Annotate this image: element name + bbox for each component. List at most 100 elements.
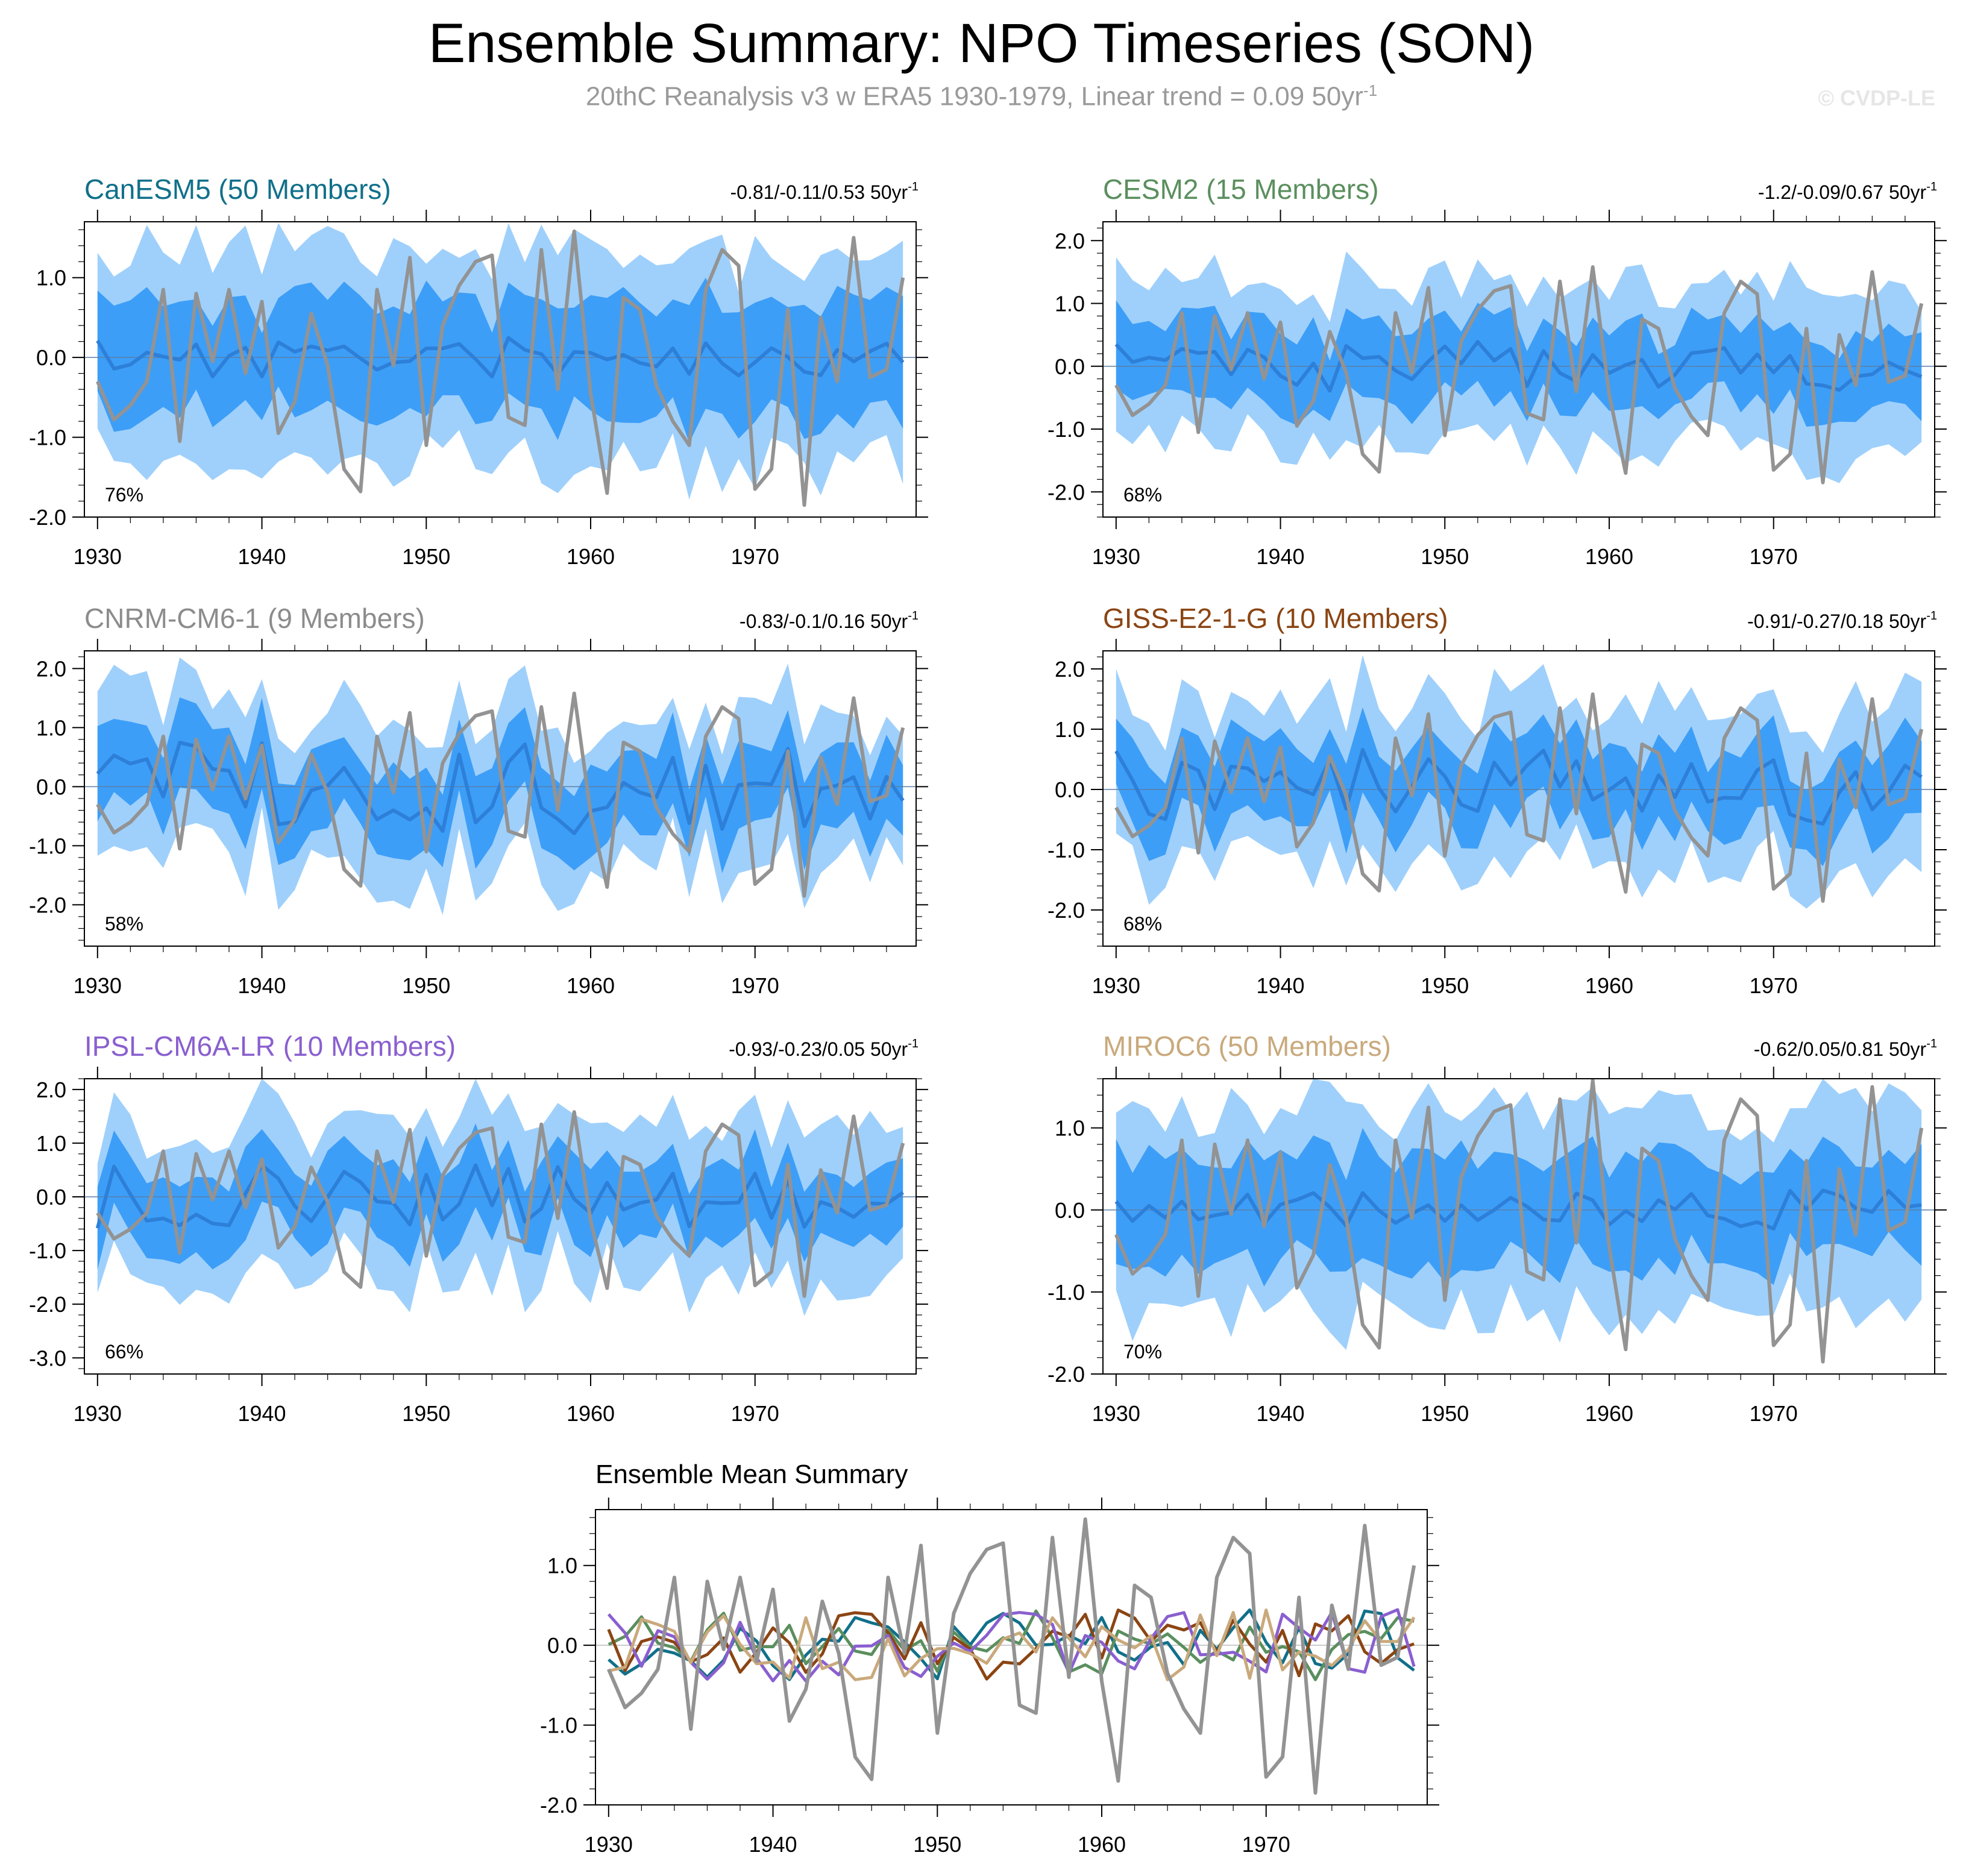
panel-title: CanESM5 (50 Members) [84,174,391,205]
percent-label: 58% [105,913,143,935]
x-tick-label: 1970 [731,544,779,569]
x-tick-label: 1930 [74,973,122,998]
x-tick-label: 1960 [567,544,615,569]
subtitle-unit-exponent: -1 [1363,81,1378,99]
page-subtitle: 20thC Reanalysis v3 w ERA5 1930-1979, Li… [0,81,1963,112]
trend-label: -0.91/-0.27/0.18 50yr-1 [1747,609,1937,632]
y-tick-label: 1.0 [36,266,66,290]
ensemble-mean-line [96,336,905,379]
trend-label: -1.2/-0.09/0.67 50yr-1 [1758,180,1937,203]
y-tick-label: -1.0 [540,1713,577,1738]
y-tick-label: -3.0 [29,1346,66,1370]
y-tick-label: -1.0 [1047,838,1085,862]
plot-frame [1102,221,1935,518]
x-tick-label: 1970 [1750,973,1798,998]
plot-frame [595,1509,1428,1805]
x-tick-label: 1930 [1092,1401,1140,1426]
x-tick-label: 1960 [1585,1401,1633,1426]
x-tick-label: 1950 [1421,544,1469,569]
trend-label-exponent: -1 [1926,180,1937,193]
x-tick-label: 1970 [731,1401,779,1426]
y-tick-label: 0.0 [547,1633,577,1658]
x-tick-label: 1950 [402,1401,450,1426]
trend-label: -0.83/-0.1/0.16 50yr-1 [740,609,919,632]
trend-label: -0.93/-0.23/0.05 50yr-1 [729,1037,919,1060]
y-tick-label: 1.0 [1055,717,1085,742]
panel-title: CNRM-CM6-1 (9 Members) [84,603,425,634]
plot-area [1103,251,1935,485]
panel-title: IPSL-CM6A-LR (10 Members) [84,1031,456,1062]
trend-label: -0.81/-0.11/0.53 50yr-1 [730,180,919,203]
y-tick-label: -2.0 [29,893,66,917]
x-tick-label: 1960 [567,973,615,998]
x-tick-label: 1970 [1242,1832,1290,1857]
y-tick-label: 0.0 [36,345,66,370]
x-tick-label: 1970 [1750,544,1798,569]
plot-frame [84,221,917,518]
panel-3: GISS-E2-1-G (10 Members) -0.91/-0.27/0.18… [1047,603,1947,998]
trend-label-value: -0.81/-0.11/0.53 50yr [730,181,908,203]
trend-label-exponent: -1 [1926,1037,1937,1050]
plot-area [84,222,916,507]
y-tick-label: 1.0 [36,715,66,740]
x-tick-label: 1950 [913,1832,961,1857]
x-tick-label: 1930 [1092,544,1140,569]
plot-area [84,657,916,915]
trend-label-value: -1.2/-0.09/0.67 50yr [1758,181,1927,203]
panel-4: IPSL-CM6A-LR (10 Members) -0.93/-0.23/0.0… [29,1031,928,1426]
y-tick-label: -1.0 [29,833,66,858]
x-tick-label: 1950 [1421,1401,1469,1426]
observations-line [1114,1079,1924,1364]
plot-frame [84,1078,917,1375]
y-tick-label: 2.0 [36,656,66,681]
observations-line [96,1110,905,1298]
y-tick-label: 2.0 [1055,657,1085,682]
trend-label: -0.62/0.05/0.81 50yr-1 [1754,1037,1937,1060]
ensemble-mean-line [96,741,905,835]
y-tick-label: 1.0 [1055,292,1085,316]
page-title: Ensemble Summary: NPO Timeseries (SON) [428,13,1535,74]
panel-title: CESM2 (15 Members) [1103,174,1379,205]
x-tick-label: 1970 [1750,1401,1798,1426]
y-tick-label: 2.0 [36,1078,66,1102]
y-tick-label: -2.0 [29,1292,66,1317]
plot-area [595,1517,1427,1795]
y-tick-label: 0.0 [1055,1198,1085,1223]
y-tick-label: 0.0 [36,1185,66,1209]
y-tick-label: 2.0 [1055,228,1085,253]
x-tick-label: 1950 [402,544,450,569]
x-tick-label: 1940 [1256,973,1304,998]
observations-line [1114,692,1924,903]
y-tick-label: -1.0 [29,425,66,450]
x-tick-label: 1940 [237,973,286,998]
y-tick-label: -2.0 [29,505,66,530]
panel-title: GISS-E2-1-G (10 Members) [1103,603,1448,634]
y-tick-label: 1.0 [547,1554,577,1578]
model-mean-line-2 [607,1608,1415,1681]
panel-title: Ensemble Mean Summary [595,1460,908,1489]
y-tick-label: -1.0 [29,1238,66,1263]
ensemble-mean-line [1114,340,1923,393]
y-tick-label: 1.0 [36,1131,66,1156]
x-tick-label: 1950 [1421,973,1469,998]
x-tick-label: 1940 [1256,544,1304,569]
y-tick-label: -2.0 [540,1793,577,1818]
x-tick-label: 1960 [567,1401,615,1426]
y-tick-label: -2.0 [1047,1362,1085,1387]
x-tick-label: 1930 [74,544,122,569]
trend-label-value: -0.83/-0.1/0.16 50yr [740,610,908,632]
trend-label-exponent: -1 [1926,609,1937,623]
trend-label-value: -0.93/-0.23/0.05 50yr [729,1038,908,1060]
observations-line [1114,265,1924,485]
panel-1: CESM2 (15 Members) -1.2/-0.09/0.67 50yr-1… [1047,174,1947,569]
x-tick-label: 1940 [237,544,286,569]
plot-area [84,1079,916,1316]
trend-label-exponent: -1 [908,609,919,623]
trend-label-value: -0.62/0.05/0.81 50yr [1754,1038,1927,1060]
observations-line [607,1517,1416,1795]
percent-label: 66% [105,1341,143,1363]
observations-line [96,229,905,507]
y-tick-label: 0.0 [1055,777,1085,802]
y-tick-label: -1.0 [1047,417,1085,442]
